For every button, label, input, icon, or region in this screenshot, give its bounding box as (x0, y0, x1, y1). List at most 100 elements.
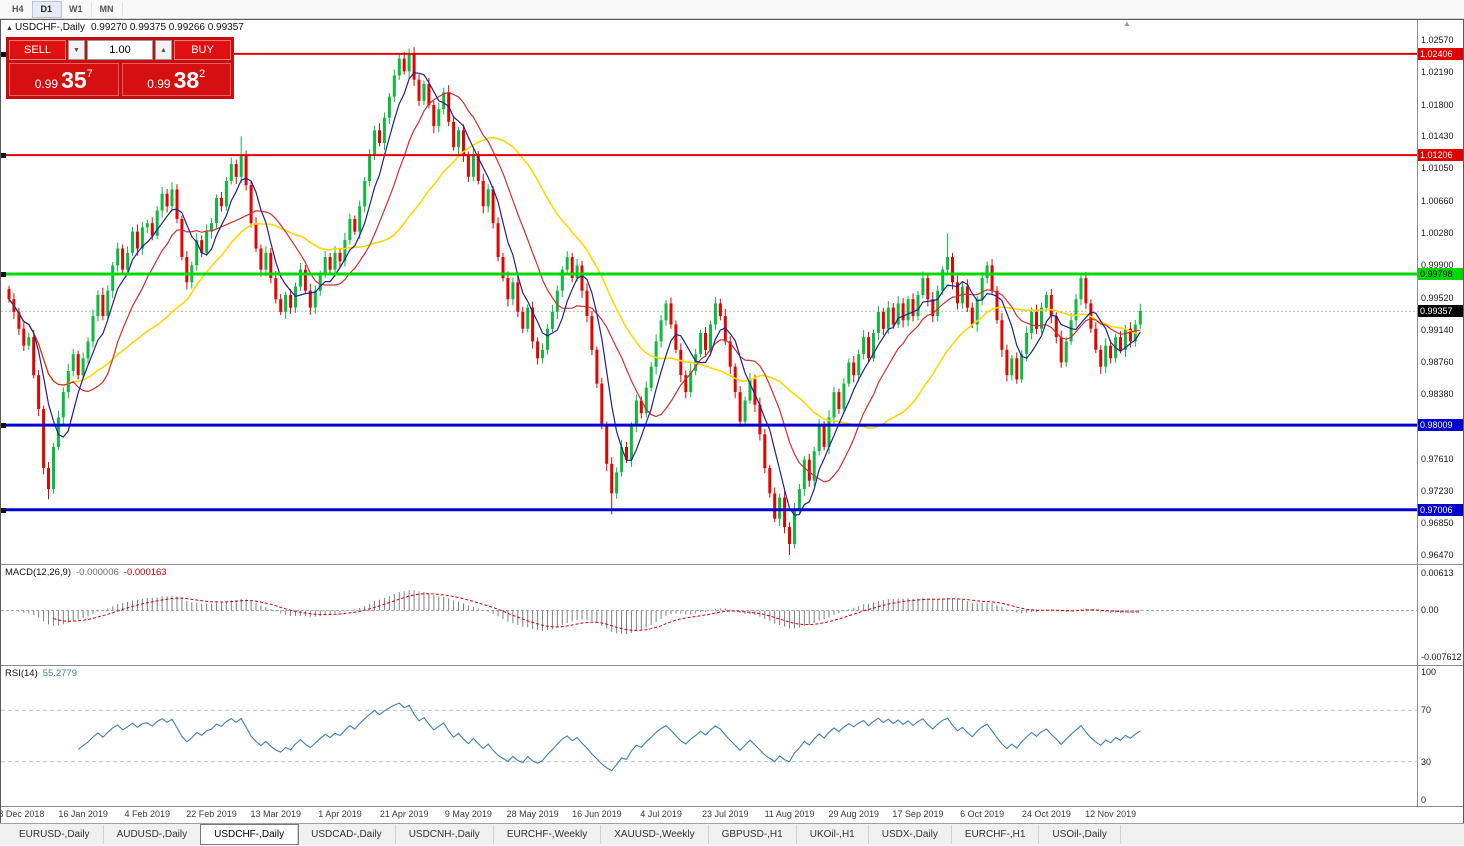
level-lines (1, 52, 1417, 512)
price-axis-label: 0.99900 (1421, 260, 1454, 271)
line-handle[interactable] (1, 51, 6, 57)
macd-axis: 0.00613 0.00 -0.007612 (1417, 565, 1462, 665)
chart-tab[interactable]: AUDUSD-,Daily (104, 825, 202, 844)
price-axis-label: 1.01800 (1421, 100, 1454, 110)
expand-icon[interactable]: ▲ (6, 25, 13, 32)
sell-button[interactable]: SELL (9, 40, 66, 60)
timeframe-toolbar: H4 D1 W1 MN (0, 0, 1464, 19)
rsi-axis-label: 70 (1421, 705, 1432, 716)
price-axis-label: 0.99140 (1421, 324, 1454, 335)
macd-chart (1, 590, 1417, 634)
price-axis-label: 0.99520 (1421, 292, 1454, 303)
rsi-canvas[interactable]: RSI(14) 55.2779 (1, 666, 1417, 806)
rsi-line (77, 702, 1141, 772)
level-price-badge: 0.97006 (1418, 503, 1463, 516)
chart-tab[interactable]: XAUUSD-,Weekly (601, 825, 709, 844)
price-axis-label: 1.00660 (1421, 196, 1454, 207)
ma-mid-line (8, 91, 1141, 483)
date-axis-label: 4 Feb 2019 (124, 809, 171, 819)
macd-canvas[interactable]: MACD(12,26,9) -0.000006 -0.000163 (1, 565, 1417, 665)
date-axis-label: 29 Aug 2019 (828, 809, 880, 819)
candlestick-chart (1, 47, 1417, 555)
chart-tab[interactable]: USDCAD-,Daily (298, 825, 396, 844)
chart-tab[interactable]: USOil-,Daily (1039, 825, 1121, 844)
date-axis-label: 9 May 2019 (444, 809, 492, 819)
macd-histogram (18, 590, 1141, 634)
one-click-trading-panel: SELL ▼ 1.00 ▲ BUY 0.99 35 7 0.99 (6, 37, 234, 99)
line-handle[interactable] (1, 423, 6, 429)
date-axis: 28 Dec 2018 16 Jan 2019 4 Feb 2019 22 Feb 2… (0, 807, 1463, 823)
ask-price[interactable]: 0.99 38 2 (121, 63, 231, 96)
period-button-h4[interactable]: H4 (4, 1, 33, 17)
date-axis-label: 11 Aug 2019 (764, 809, 815, 819)
volume-down-button[interactable]: ▼ (68, 40, 85, 60)
ask-prefix: 0.99 (147, 77, 171, 91)
chart-tab[interactable]: USDCHF-,Daily (200, 824, 300, 845)
rsi-pane: RSI(14) 55.2779 100 70 30 0 (1, 666, 1463, 807)
price-axis-label: 0.96850 (1421, 517, 1454, 528)
macd-axis-label: 0.00613 (1421, 568, 1454, 578)
date-axis-label: 4 Jul 2019 (640, 809, 682, 819)
caption-symbol: USDCHF-,Daily (14, 22, 85, 33)
level-price-badge: 1.01206 (1418, 149, 1463, 162)
date-axis-label: 22 Feb 2019 (186, 809, 237, 819)
date-axis-label: 13 Mar 2019 (250, 809, 302, 819)
macd-value-signal: -0.000163 (123, 567, 167, 578)
price-axis-label: 0.98380 (1421, 388, 1454, 399)
bid-prefix: 0.99 (34, 77, 59, 91)
bid-sup: 7 (86, 68, 93, 80)
chart-tab[interactable]: USDCNH-,Daily (396, 825, 494, 844)
date-axis-label: 28 May 2019 (506, 809, 559, 819)
date-axis-label: 12 Nov 2019 (1085, 809, 1137, 819)
date-axis-label: 21 Apr 2019 (379, 809, 429, 819)
rsi-axis-label: 100 (1421, 667, 1437, 677)
chart-tab[interactable]: EURCHF-,H1 (952, 825, 1040, 844)
chart-tab[interactable]: GBPUSD-,H1 (709, 825, 797, 844)
level-price-badge: 0.98009 (1418, 419, 1463, 432)
macd-axis-label: 0.00 (1421, 605, 1439, 616)
macd-value-main: -0.000006 (76, 567, 119, 578)
chart-tab[interactable]: UKOil-,H1 (797, 825, 869, 844)
price-axis-label: 1.02570 (1421, 35, 1454, 45)
chart-tab[interactable]: EURUSD-,Daily (6, 825, 104, 844)
macd-pane: MACD(12,26,9) -0.000006 -0.000163 0.00613 0… (1, 565, 1463, 666)
macd-name: MACD(12,26,9) (5, 567, 71, 578)
price-axis-label: 1.01430 (1421, 131, 1454, 142)
period-button-d1[interactable]: D1 (31, 0, 63, 18)
volume-up-button[interactable]: ▲ (155, 40, 172, 60)
scroll-end-icon[interactable]: ▲ (1123, 20, 1131, 28)
price-axis: 1.02570 1.02190 1.01800 1.01430 1.01050 1.006… (1417, 20, 1463, 564)
period-button-w1[interactable]: W1 (61, 1, 92, 17)
line-handle[interactable] (1, 153, 6, 159)
bid-price[interactable]: 0.99 35 7 (9, 63, 119, 96)
chart-window: ▲ USDCHF-,Daily 0.99270 0.99375 0.99266 0.… (0, 19, 1464, 823)
date-axis-label: 28 Dec 2018 (0, 809, 45, 819)
rsi-axis-label: 30 (1421, 756, 1432, 767)
rsi-label: RSI(14) 55.2779 (5, 668, 82, 679)
date-axis-label: 1 Apr 2019 (318, 809, 362, 819)
chart-caption: ▲ USDCHF-,Daily 0.99270 0.99375 0.99266 0.… (6, 22, 244, 33)
line-handle[interactable] (1, 272, 6, 278)
buy-button[interactable]: BUY (174, 40, 231, 60)
rsi-name: RSI(14) (5, 668, 38, 679)
date-axis-label: 17 Sep 2019 (892, 809, 944, 819)
price-axis-label: 1.02190 (1421, 67, 1454, 78)
macd-axis-label: -0.007612 (1421, 652, 1462, 662)
price-axis-label: 0.97610 (1421, 453, 1454, 464)
chart-tab[interactable]: EURCHF-,Weekly (494, 825, 602, 844)
line-handle[interactable] (1, 507, 6, 513)
ma-fast-line (8, 71, 1141, 516)
rsi-axis: 100 70 30 0 (1417, 666, 1462, 806)
price-pane: ▲ USDCHF-,Daily 0.99270 0.99375 0.99266 0.… (1, 20, 1463, 565)
period-button-mn[interactable]: MN (92, 1, 123, 17)
level-price-badge: 1.02406 (1418, 47, 1463, 60)
date-axis-label: 16 Jun 2019 (572, 809, 622, 819)
date-axis-label: 23 Jul 2019 (702, 809, 749, 819)
level-price-badge: 0.99798 (1418, 268, 1463, 281)
price-axis-label: 0.98760 (1421, 356, 1454, 367)
price-chart-canvas[interactable]: ▲ USDCHF-,Daily 0.99270 0.99375 0.99266 0.… (1, 20, 1417, 564)
chart-tab[interactable]: USDX-,Daily (869, 825, 952, 844)
rsi-axis-label: 0 (1421, 795, 1427, 805)
chart-tabbar: EURUSD-,Daily AUDUSD-,Daily USDCHF-,Daily U… (0, 823, 1464, 845)
volume-input[interactable]: 1.00 (87, 40, 153, 60)
